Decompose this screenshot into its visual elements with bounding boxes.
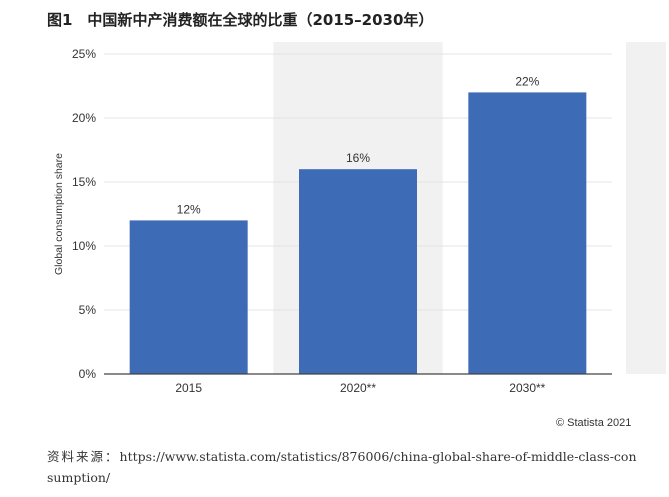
y-tick-label: 25% xyxy=(72,47,96,61)
statista-credit: © Statista 2021 xyxy=(556,417,632,429)
bar xyxy=(468,92,587,375)
bar xyxy=(299,169,417,374)
x-tick-label: 2030** xyxy=(509,381,545,395)
figure-title: 图1 中国新中产消费额在全球的比重（2015–2030年） xyxy=(47,11,434,29)
y-tick-label: 5% xyxy=(79,303,97,317)
source-prefix: 资料来源： xyxy=(47,449,120,464)
bar-value-label: 22% xyxy=(515,74,539,88)
bar xyxy=(129,220,248,374)
y-axis-label: Global consumption share xyxy=(53,153,65,275)
bar-value-label: 16% xyxy=(346,151,370,165)
y-tick-label: 15% xyxy=(72,175,96,189)
bar-chart: 0% 5% 10% 15% 20% 25% 12% 2015 16% 2020** 22% 2030*… xyxy=(53,42,666,395)
y-tick-label: 20% xyxy=(72,111,96,125)
y-tick-label: 10% xyxy=(72,239,96,253)
x-tick-label: 2015 xyxy=(175,381,202,395)
bar-value-label: 12% xyxy=(177,202,201,216)
x-tick-label: 2020** xyxy=(340,381,376,395)
source-url[interactable]: https://www.statista.com/statistics/8760… xyxy=(47,449,637,485)
y-tick-label: 0% xyxy=(79,367,97,381)
side-panel xyxy=(626,42,666,374)
source-note: 资料来源：https://www.statista.com/statistics… xyxy=(47,446,637,488)
